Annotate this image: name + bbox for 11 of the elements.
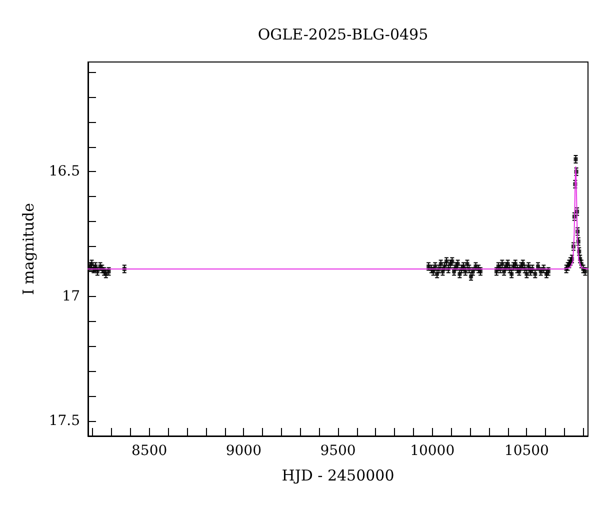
y-tick-label: 17.5 bbox=[48, 413, 80, 430]
chart-title: OGLE-2025-BLG-0495 bbox=[258, 26, 428, 44]
x-axis-title: HJD - 2450000 bbox=[282, 466, 394, 484]
x-tick-label: 9000 bbox=[226, 443, 262, 459]
x-tick-label: 10500 bbox=[504, 443, 549, 459]
y-tick-label: 17 bbox=[62, 288, 80, 304]
y-axis-title: I magnitude bbox=[20, 202, 38, 296]
x-tick-label: 9500 bbox=[320, 443, 356, 459]
x-tick-label: 10000 bbox=[410, 443, 455, 459]
y-tick-label: 16.5 bbox=[48, 164, 80, 180]
x-tick-label: 8500 bbox=[132, 443, 168, 459]
